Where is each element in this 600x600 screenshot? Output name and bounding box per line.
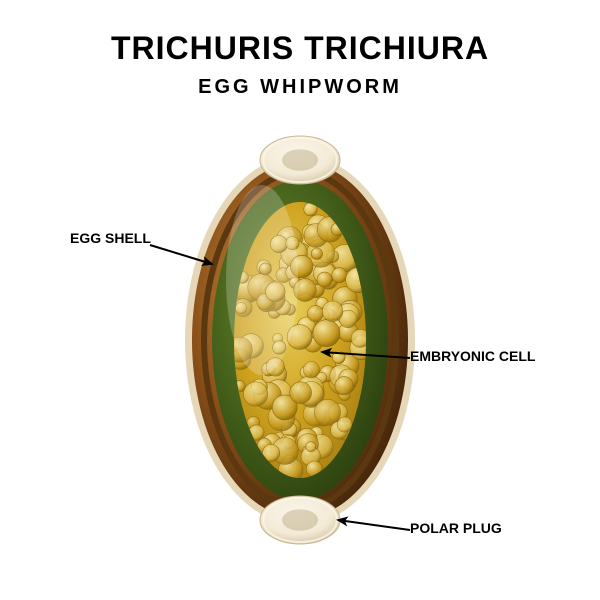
- label-polar-plug: POLAR PLUG: [410, 520, 502, 536]
- label-embryonic-cell: EMBRYONIC CELL: [410, 348, 535, 364]
- polar-plug-bottom: [260, 496, 340, 544]
- arrow-polar-plug: [338, 520, 410, 530]
- polar-plug-top: [260, 136, 340, 184]
- label-egg-shell: EGG SHELL: [70, 230, 151, 246]
- shell-highlight: [226, 185, 298, 375]
- stage: TRICHURIS TRICHIURA EGG WHIPWORM: [0, 0, 600, 600]
- egg-diagram: [0, 0, 600, 600]
